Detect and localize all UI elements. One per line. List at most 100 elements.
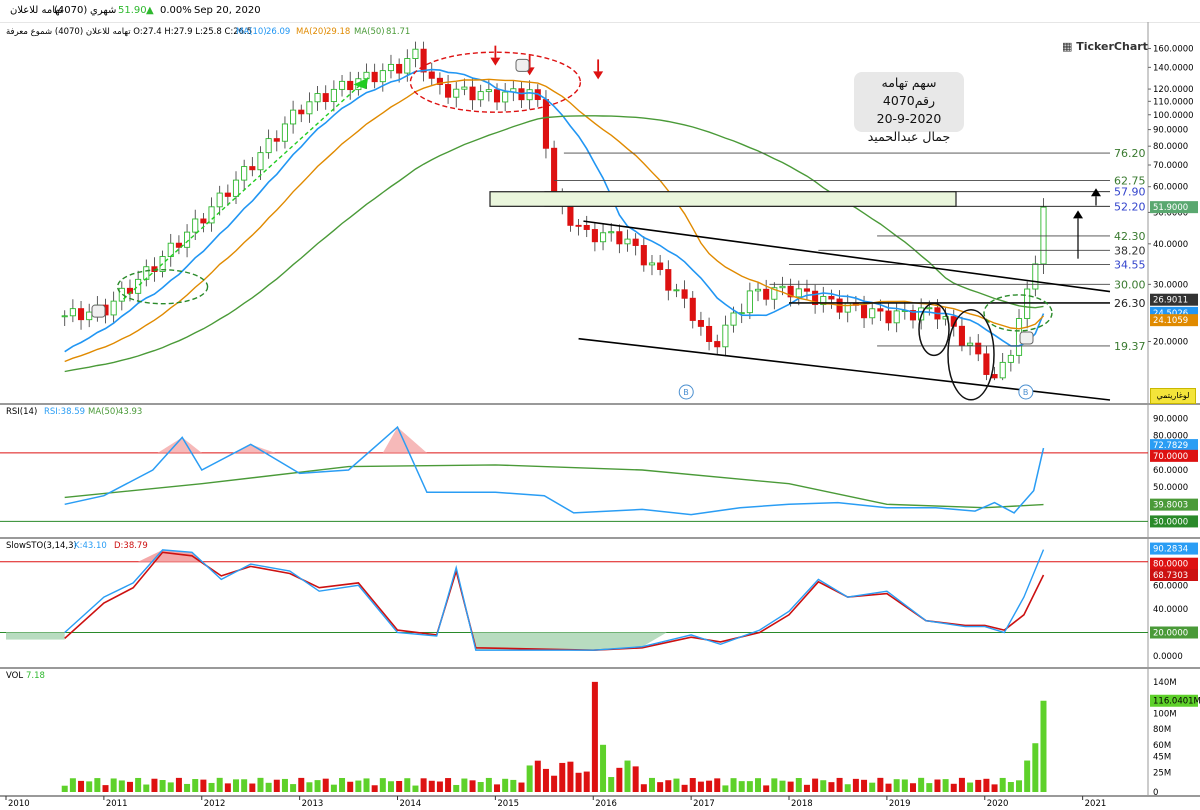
- candle-body: [396, 63, 403, 74]
- event-marker-label: B: [1023, 388, 1029, 397]
- candle-body: [771, 287, 778, 300]
- candle-body: [665, 269, 672, 291]
- price-tick-label: 30.0000: [1153, 280, 1188, 290]
- x-tick-label: 2016: [595, 799, 617, 809]
- volume-bar: [534, 760, 541, 792]
- candle-body: [143, 266, 150, 280]
- candle-body: [175, 242, 182, 248]
- volume-bar: [836, 777, 843, 792]
- volume-bar: [991, 784, 998, 792]
- volume-bar: [208, 782, 215, 792]
- level-label: 26.30: [1114, 297, 1146, 310]
- vol-badge: [1150, 694, 1198, 707]
- sto-k-text: K:43.10: [74, 541, 107, 551]
- volume-bar: [901, 779, 908, 792]
- volume-bar: [681, 784, 688, 792]
- volume-bar: [583, 771, 590, 792]
- candle-body: [567, 203, 574, 226]
- price-tick-label: 160.0000: [1153, 45, 1194, 55]
- volume-bar: [412, 785, 419, 792]
- volume-bar: [94, 778, 101, 792]
- price-badge: [1150, 201, 1198, 214]
- candle-body: [469, 86, 476, 101]
- volume-bar: [387, 781, 394, 792]
- sto-badge: [1150, 557, 1198, 570]
- annotation-line-1: سهم تهامه رقم4070: [881, 75, 937, 108]
- volume-bar: [453, 784, 460, 792]
- level-label: 57.90: [1114, 186, 1146, 199]
- candle-body: [689, 297, 696, 321]
- price-tick-label: 70.0000: [1153, 161, 1188, 171]
- candle-body: [208, 206, 215, 224]
- sto-badge: [1150, 626, 1198, 639]
- volume-bar: [151, 778, 158, 792]
- volume-bar: [722, 785, 729, 792]
- down-arrow-icon: [490, 57, 501, 66]
- volume-bar: [1016, 780, 1023, 792]
- volume-bar: [347, 781, 354, 792]
- volume-bar: [175, 777, 182, 792]
- volume-bar: [869, 782, 876, 792]
- rsi-label: RSI(14): [6, 407, 38, 417]
- price-tick-label: 110.0000: [1153, 97, 1194, 107]
- thumbs-down-icon: [515, 58, 530, 72]
- author-annotation: سهم تهامه رقم4070 20-9-2020 جمال عبدالحم…: [854, 72, 964, 144]
- volume-bar: [551, 775, 558, 792]
- rsi-ma-value: 43.93: [118, 407, 143, 417]
- volume-bar: [640, 784, 647, 792]
- rsi-badge: [1150, 498, 1198, 511]
- volume-bar: [616, 767, 623, 792]
- sto-label: SlowSTO(3,14,3): [6, 541, 77, 551]
- candle-body: [387, 63, 395, 72]
- volume-bar: [330, 784, 337, 792]
- volume-bar: [485, 777, 492, 792]
- volume-bar: [404, 778, 411, 792]
- volume-bar: [967, 782, 974, 792]
- rsi-tick-label: 60.0000: [1153, 466, 1188, 476]
- ma20-line: [64, 78, 1044, 363]
- candle-body: [314, 93, 321, 103]
- trend-arrow-icon: [353, 77, 369, 90]
- x-tick-label: 2019: [889, 799, 911, 809]
- volume-bar: [1007, 782, 1014, 792]
- vol-tick-label: 45M: [1153, 753, 1171, 763]
- price-badge-label: 24.1059: [1153, 316, 1188, 326]
- candle-body: [281, 123, 288, 142]
- candle-body: [754, 288, 762, 292]
- candle-body: [379, 70, 386, 83]
- volume-bar: [608, 777, 615, 792]
- volume-bar: [844, 784, 851, 792]
- candle-body: [673, 289, 680, 292]
- log-scale-button[interactable]: لوغاريتمي: [1150, 388, 1196, 404]
- candle-body: [599, 232, 607, 243]
- volume-bar: [624, 760, 631, 792]
- x-tick-label: 2018: [791, 799, 813, 809]
- volume-bar: [958, 777, 965, 792]
- candle-body: [77, 308, 85, 321]
- change-up-icon: ▲: [146, 5, 154, 16]
- volume-bar: [477, 782, 484, 792]
- stock-symbol: (4070): [54, 5, 88, 16]
- candle-body: [869, 308, 876, 319]
- volume-bar: [803, 784, 810, 792]
- volume-bar: [494, 784, 501, 792]
- volume-bar: [975, 779, 982, 792]
- price-tick-label: 140.0000: [1153, 63, 1194, 73]
- volume-bar: [746, 781, 753, 792]
- volume-bar: [983, 778, 990, 792]
- x-tick-label: 2015: [497, 799, 519, 809]
- rsi-overbought-fill: [157, 437, 202, 453]
- level-label: 52.20: [1114, 200, 1146, 213]
- sto-oversold-fill: [470, 632, 667, 651]
- candle-body: [779, 285, 786, 289]
- price-tick-label: 60.0000: [1153, 183, 1188, 193]
- volume-bar: [249, 783, 256, 792]
- rsi-tick-label: 90.0000: [1153, 415, 1188, 425]
- price-tick-label: 120.0000: [1153, 85, 1194, 95]
- candle-body: [697, 320, 704, 327]
- candle-body: [844, 302, 851, 313]
- candle-body: [885, 310, 892, 324]
- level-label: 30.00: [1114, 278, 1146, 291]
- candle-body: [412, 48, 419, 59]
